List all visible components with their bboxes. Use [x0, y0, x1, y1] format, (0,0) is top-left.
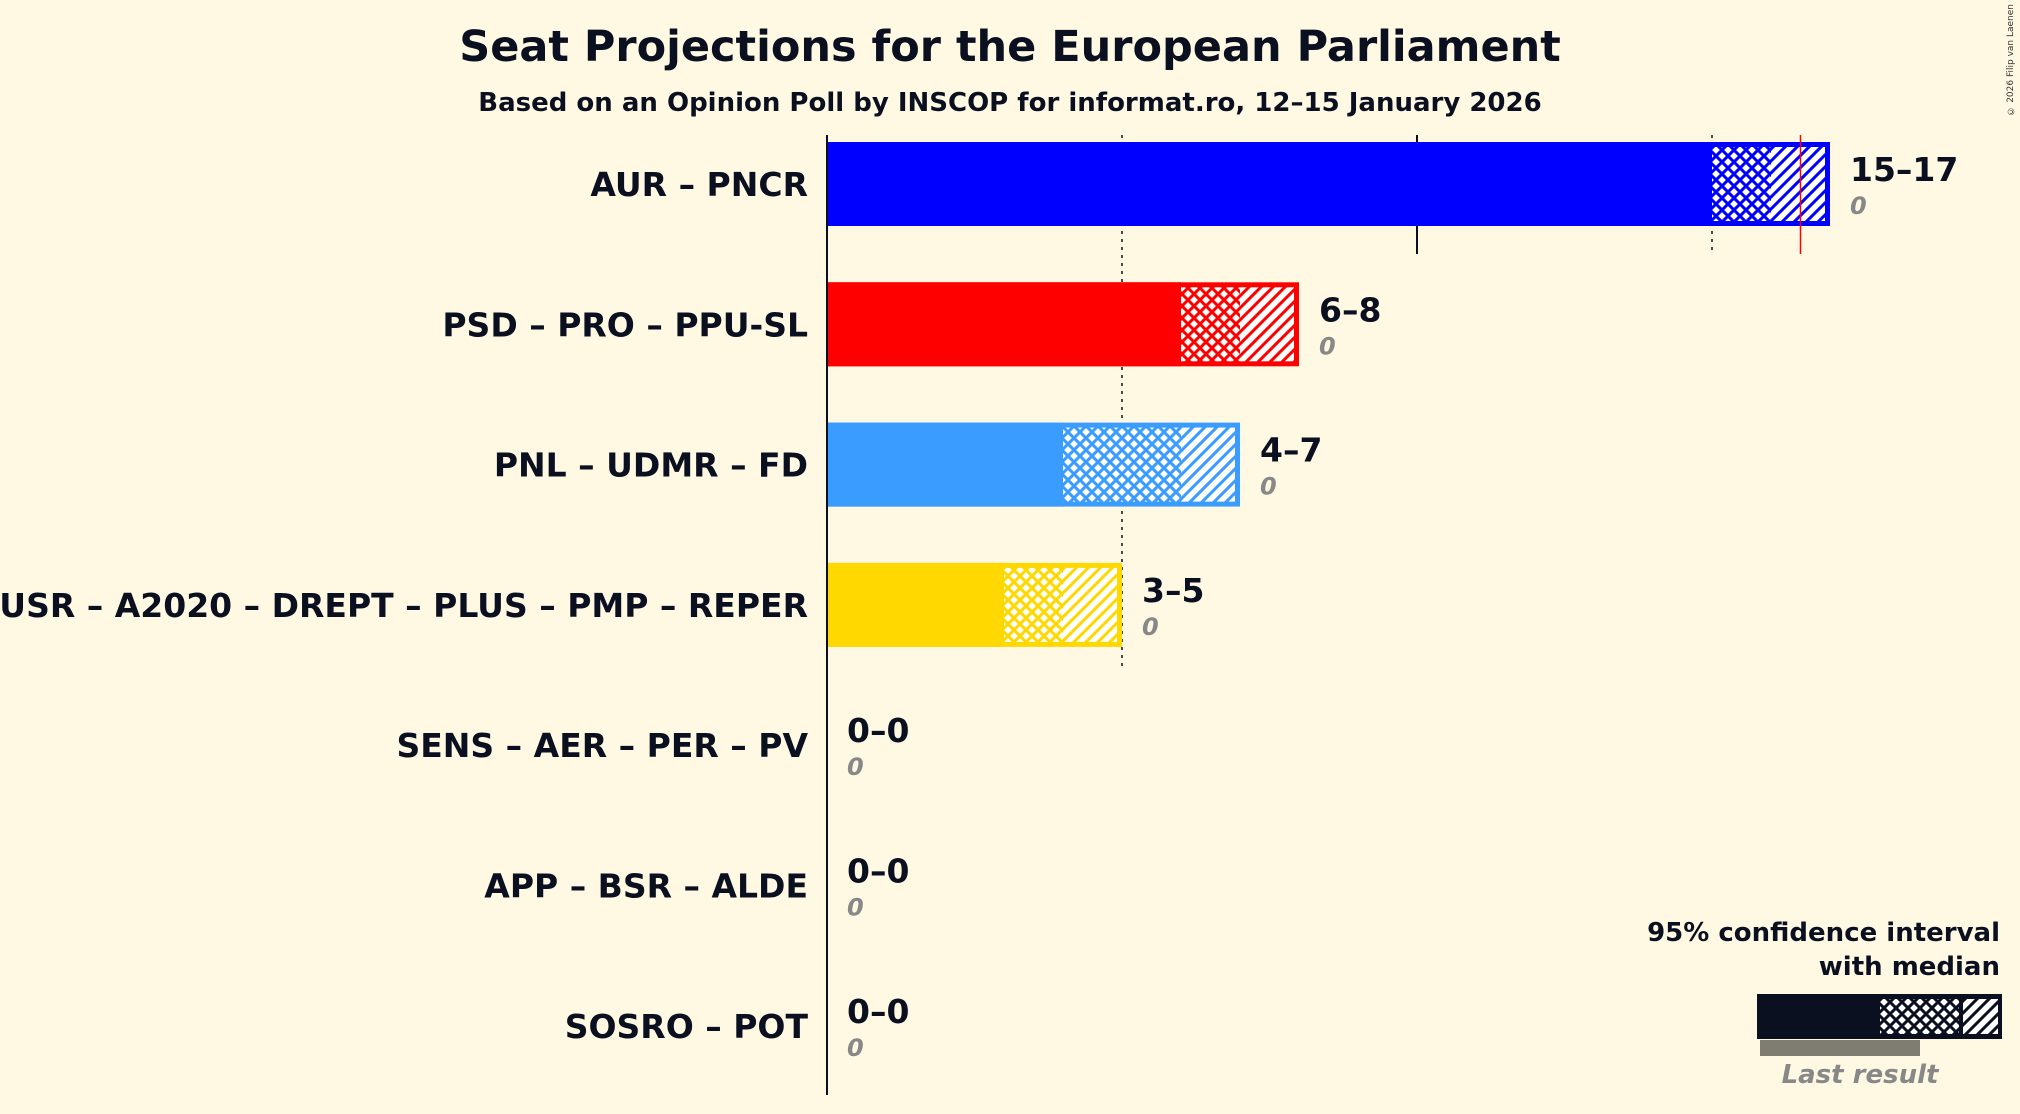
range-label: 15–17 — [1850, 150, 1958, 189]
legend-title: 95% confidence interval with median — [1647, 916, 2000, 984]
last-result-label: 0 — [1142, 613, 1159, 641]
last-result-label: 0 — [847, 1034, 864, 1062]
bar-ci-upper — [1240, 287, 1294, 362]
bar-ci-upper — [1181, 427, 1235, 502]
bar-ci-lower — [1004, 567, 1063, 642]
party-row: PNL – UDMR – FD 4–7 0 — [494, 422, 1322, 507]
legend-ci-lower — [1880, 999, 1959, 1034]
bar-ci-lower — [1063, 427, 1181, 502]
range-label: 0–0 — [847, 992, 909, 1031]
legend-title-line2: with median — [1818, 952, 2000, 982]
party-label: SENS – AER – PER – PV — [397, 726, 809, 765]
party-label: AUR – PNCR — [590, 165, 808, 204]
last-result-label: 0 — [1260, 473, 1277, 501]
party-row: APP – BSR – ALDE 0–0 0 — [484, 852, 909, 922]
last-result-label: 0 — [1319, 332, 1336, 360]
bar-solid — [827, 282, 1181, 367]
legend-title-line1: 95% confidence interval — [1647, 918, 2000, 948]
party-label: PSD – PRO – PPU-SL — [442, 305, 808, 344]
chart-subtitle: Based on an Opinion Poll by INSCOP for i… — [478, 88, 1542, 118]
party-label: SOSRO – POT — [565, 1007, 809, 1046]
range-label: 6–8 — [1319, 290, 1381, 329]
legend-last-result-label: Last result — [1781, 1060, 1939, 1090]
party-row: SOSRO – POT 0–0 0 — [565, 992, 910, 1062]
legend-bar — [1757, 994, 2002, 1039]
range-label: 4–7 — [1260, 431, 1322, 470]
party-label: PNL – UDMR – FD — [494, 446, 808, 485]
party-row: USR – A2020 – DREPT – PLUS – PMP – REPER… — [0, 562, 1204, 647]
bar-ci-lower — [1181, 287, 1240, 362]
range-label: 3–5 — [1142, 571, 1204, 610]
party-row: PSD – PRO – PPU-SL 6–8 0 — [442, 282, 1381, 367]
last-result-label: 0 — [847, 894, 864, 922]
bar-solid — [827, 422, 1063, 507]
last-result-label: 0 — [847, 753, 864, 781]
party-row: AUR – PNCR 15–17 0 — [590, 142, 1958, 226]
bar-ci-upper — [1063, 567, 1117, 642]
party-row: SENS – AER – PER – PV 0–0 0 — [397, 711, 910, 781]
range-label: 0–0 — [847, 852, 909, 891]
range-label: 0–0 — [847, 711, 909, 750]
legend-ci-upper — [1963, 999, 1998, 1034]
bar-solid — [827, 142, 1712, 226]
party-label: APP – BSR – ALDE — [484, 867, 808, 906]
legend-last-bar — [1760, 1040, 1920, 1056]
bar-ci-upper — [1771, 147, 1825, 221]
bar-solid — [827, 562, 1004, 647]
chart-title: Seat Projections for the European Parlia… — [459, 22, 1561, 72]
last-result-label: 0 — [1850, 192, 1867, 220]
bar-ci-lower — [1712, 147, 1771, 221]
party-label: USR – A2020 – DREPT – PLUS – PMP – REPER — [0, 586, 808, 625]
